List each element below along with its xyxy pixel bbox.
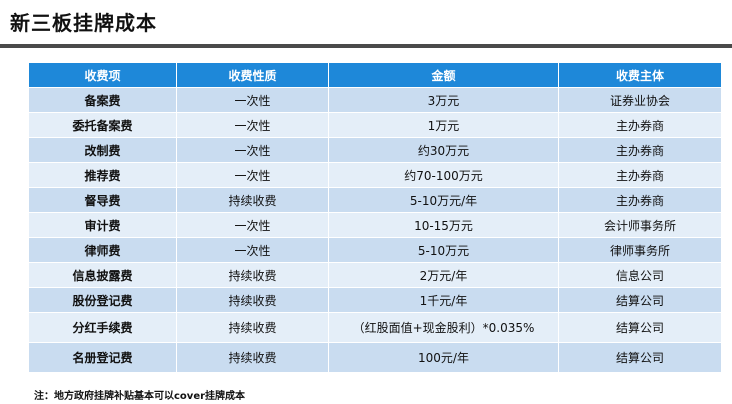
fee-item-cell: 分红手续费 [28, 312, 177, 343]
amount-cell: 1万元 [328, 112, 559, 138]
fee-item-cell: 备案费 [28, 87, 177, 113]
fee-nature-cell: 持续收费 [176, 262, 329, 288]
payee-cell: 主办券商 [558, 187, 722, 213]
footnote: 注：地方政府挂牌补贴基本可以cover挂牌成本 [34, 391, 246, 402]
fee-item-cell: 推荐费 [28, 162, 177, 188]
title-divider [0, 44, 732, 48]
fee-table: 收费项 收费性质 金额 收费主体 备案费 一次性 3万元 证券业协会 委托备案费… [28, 62, 722, 373]
table-row: 督导费 持续收费 5-10万元/年 主办券商 [28, 187, 722, 213]
payee-cell: 证券业协会 [558, 87, 722, 113]
fee-nature-cell: 一次性 [176, 137, 329, 163]
page-title: 新三板挂牌成本 [10, 11, 157, 35]
header-fee-nature: 收费性质 [176, 62, 329, 88]
fee-item-cell: 律师费 [28, 237, 177, 263]
payee-cell: 主办券商 [558, 162, 722, 188]
table-row: 股份登记费 持续收费 1千元/年 结算公司 [28, 287, 722, 313]
payee-cell: 结算公司 [558, 312, 722, 343]
table-row: 推荐费 一次性 约70-100万元 主办券商 [28, 162, 722, 188]
payee-cell: 主办券商 [558, 137, 722, 163]
amount-cell: 100元/年 [328, 342, 559, 373]
payee-cell: 律师事务所 [558, 237, 722, 263]
header-fee-item: 收费项 [28, 62, 177, 88]
table-header-row: 收费项 收费性质 金额 收费主体 [28, 62, 722, 88]
fee-nature-cell: 一次性 [176, 237, 329, 263]
fee-item-cell: 委托备案费 [28, 112, 177, 138]
fee-nature-cell: 持续收费 [176, 342, 329, 373]
fee-nature-cell: 一次性 [176, 212, 329, 238]
table-row: 委托备案费 一次性 1万元 主办券商 [28, 112, 722, 138]
fee-item-cell: 股份登记费 [28, 287, 177, 313]
amount-cell: 1千元/年 [328, 287, 559, 313]
amount-cell: 约30万元 [328, 137, 559, 163]
fee-item-cell: 审计费 [28, 212, 177, 238]
amount-cell: 2万元/年 [328, 262, 559, 288]
payee-cell: 结算公司 [558, 287, 722, 313]
fee-item-cell: 信息披露费 [28, 262, 177, 288]
fee-nature-cell: 持续收费 [176, 287, 329, 313]
table-row: 分红手续费 持续收费 （红股面值+现金股利）*0.035% 结算公司 [28, 312, 722, 343]
amount-cell: 约70-100万元 [328, 162, 559, 188]
payee-cell: 会计师事务所 [558, 212, 722, 238]
table-row: 审计费 一次性 10-15万元 会计师事务所 [28, 212, 722, 238]
fee-item-cell: 名册登记费 [28, 342, 177, 373]
amount-cell: 5-10万元/年 [328, 187, 559, 213]
table-row: 信息披露费 持续收费 2万元/年 信息公司 [28, 262, 722, 288]
payee-cell: 主办券商 [558, 112, 722, 138]
fee-item-cell: 改制费 [28, 137, 177, 163]
table-row: 备案费 一次性 3万元 证券业协会 [28, 87, 722, 113]
table-row: 律师费 一次性 5-10万元 律师事务所 [28, 237, 722, 263]
fee-nature-cell: 一次性 [176, 162, 329, 188]
amount-cell: 5-10万元 [328, 237, 559, 263]
fee-nature-cell: 一次性 [176, 112, 329, 138]
header-payee: 收费主体 [558, 62, 722, 88]
amount-cell: （红股面值+现金股利）*0.035% [328, 312, 559, 343]
amount-cell: 3万元 [328, 87, 559, 113]
header-amount: 金额 [328, 62, 559, 88]
fee-item-cell: 督导费 [28, 187, 177, 213]
fee-nature-cell: 持续收费 [176, 312, 329, 343]
payee-cell: 结算公司 [558, 342, 722, 373]
payee-cell: 信息公司 [558, 262, 722, 288]
table-row: 名册登记费 持续收费 100元/年 结算公司 [28, 342, 722, 373]
table-row: 改制费 一次性 约30万元 主办券商 [28, 137, 722, 163]
fee-nature-cell: 一次性 [176, 87, 329, 113]
fee-nature-cell: 持续收费 [176, 187, 329, 213]
amount-cell: 10-15万元 [328, 212, 559, 238]
